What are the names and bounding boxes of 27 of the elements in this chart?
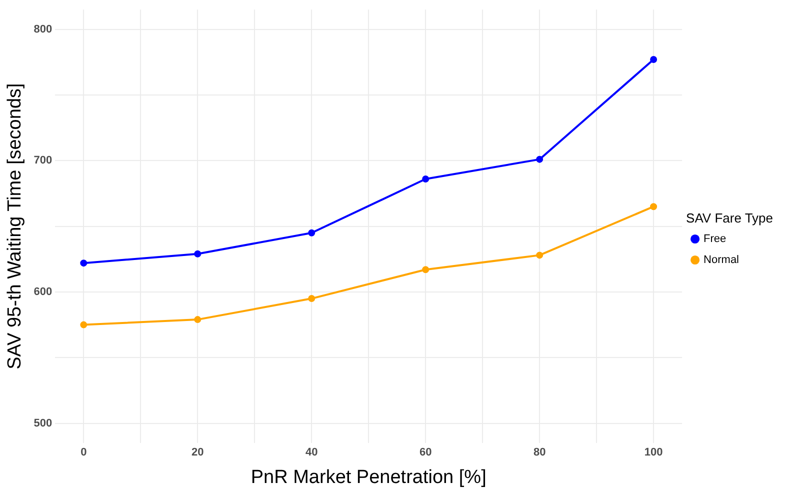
legend-label: Normal [704, 254, 740, 266]
point [80, 321, 88, 328]
y-tick-label: 700 [34, 154, 52, 167]
y-tick-label: 600 [34, 286, 52, 298]
point [536, 156, 544, 163]
x-tick-label: 40 [305, 446, 318, 459]
y-tick-label: 800 [34, 23, 52, 36]
legend-title: SAV Fare Type [686, 210, 774, 226]
point [308, 295, 316, 302]
point [422, 176, 430, 183]
x-tick-label: 60 [419, 446, 432, 459]
point [650, 203, 658, 210]
x-tick-label: 80 [533, 446, 546, 459]
legend-label: Free [704, 233, 726, 246]
point [650, 56, 658, 64]
x-tick-label: 20 [192, 446, 204, 459]
point [194, 250, 202, 258]
point [194, 316, 202, 324]
point [80, 260, 88, 267]
y-axis-title: SAV 95-th Waiting Time [seconds] [4, 83, 26, 370]
x-tick-label: 0 [80, 446, 87, 459]
point [536, 252, 544, 259]
y-tick-label: 500 [34, 417, 52, 430]
point [308, 229, 316, 236]
x-tick-label: 100 [644, 446, 663, 459]
x-axis-title: PnR Market Penetration [%] [250, 466, 486, 488]
point [422, 266, 430, 274]
